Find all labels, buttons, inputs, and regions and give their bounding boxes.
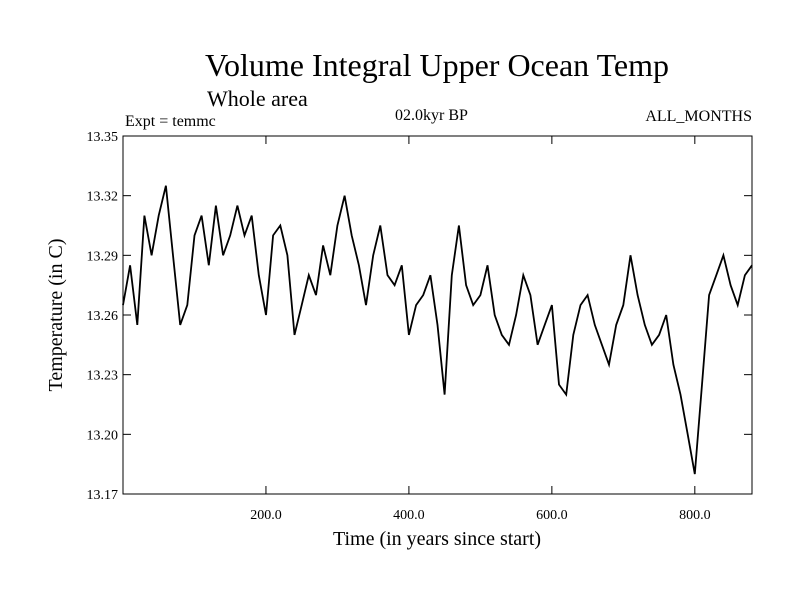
period-label: 02.0kyr BP [395,107,468,124]
plot-frame [122,135,753,495]
x-axis-label: Time (in years since start) [333,528,541,550]
y-axis-label: Temperature (in C) [45,239,67,392]
y-tick-label: 13.35 [87,130,119,145]
chart-title: Volume Integral Upper Ocean Temp [205,47,669,83]
x-axis-ticks: 200.0 400.0 600.0 800.0 [250,136,711,523]
experiment-label: Expt = temmc [125,113,216,130]
chart-subtitle: Whole area [207,86,308,111]
y-tick-label: 13.29 [87,249,119,264]
y-tick-label: 13.23 [87,369,119,384]
y-axis-ticks: 13.17 13.20 13.23 13.26 13.29 13.32 13.35 [87,130,752,503]
y-tick-label: 13.32 [87,190,119,205]
months-label: ALL_MONTHS [645,108,752,125]
x-tick-label: 400.0 [393,508,425,523]
y-tick-label: 13.26 [87,309,119,324]
temperature-series-line [122,185,753,475]
x-tick-label: 200.0 [250,508,282,523]
y-tick-label: 13.17 [87,488,119,503]
x-tick-label: 600.0 [536,508,568,523]
y-tick-label: 13.20 [87,428,119,443]
x-tick-label: 800.0 [679,508,711,523]
